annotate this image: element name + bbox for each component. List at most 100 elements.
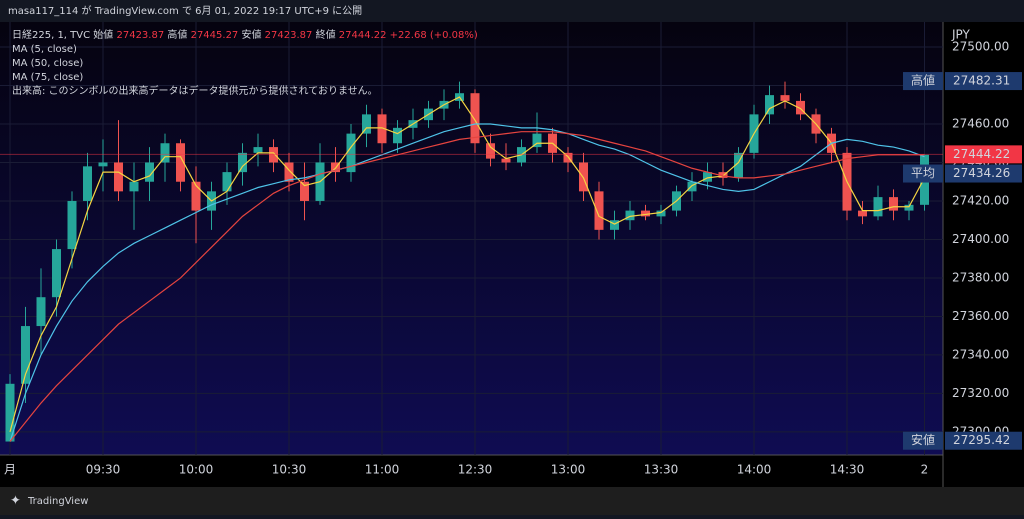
x-tick-label: 13:00 — [551, 463, 586, 477]
x-tick-label: 12:30 — [458, 463, 493, 477]
footer — [0, 487, 1024, 515]
time-axis — [0, 455, 943, 487]
price-tag — [945, 72, 1022, 91]
x-tick-label: 09:30 — [86, 463, 121, 477]
ma-line — [9, 131, 925, 442]
candle-body — [718, 172, 728, 178]
price-axis — [943, 22, 1024, 487]
candle-body — [703, 172, 712, 182]
legend-part: 27444.22 — [339, 30, 387, 41]
x-tick-label: 13:30 — [644, 463, 679, 477]
price-tag — [945, 164, 1022, 183]
logo: ✦ — [10, 494, 21, 509]
candle-body — [470, 93, 480, 144]
price-tag-value: 27295.42 — [953, 433, 1010, 447]
currency: JPY — [951, 28, 971, 42]
legend-part: 安値 — [241, 28, 261, 41]
legend-part: 高値 — [167, 28, 187, 41]
candle-body — [796, 100, 805, 115]
legend-part: 始値 — [93, 28, 113, 41]
price-tag-title — [903, 72, 943, 91]
y-tick-label: 27320.00 — [952, 386, 1009, 400]
candle-body — [532, 133, 542, 148]
y-tick-label: 27420.00 — [952, 193, 1009, 207]
candle-body — [393, 127, 402, 144]
candle-body — [238, 152, 247, 173]
brand: TradingView — [27, 496, 88, 507]
x-tick-label: 11:00 — [365, 463, 400, 477]
legend-entry: MA (75, close) — [12, 72, 83, 83]
candle-body — [904, 204, 914, 211]
candle-body — [253, 147, 263, 153]
ma-line — [9, 123, 925, 442]
candle-body — [625, 210, 635, 221]
y-tick-label: 27460.00 — [952, 116, 1009, 130]
candle-body — [362, 114, 371, 134]
price-tag-value: 27444.22 — [953, 147, 1010, 161]
legend-part: 27445.27 — [191, 30, 239, 41]
candle-body — [98, 162, 108, 167]
legend-entry: MA (50, close) — [12, 58, 83, 69]
candle-body — [160, 143, 170, 163]
y-tick-label: 27380.00 — [952, 270, 1009, 284]
x-tick-label: 14:30 — [830, 463, 865, 477]
candle-body — [765, 95, 774, 115]
price-tag-label: 平均 — [911, 166, 935, 180]
x-tick-label: 2 — [921, 463, 929, 477]
price-tag-title — [903, 431, 943, 450]
candle-body — [734, 152, 743, 178]
candle-body — [52, 249, 61, 298]
candle-body — [145, 162, 154, 182]
publisher: masa117_114 が TradingView.com で 6月 01, 2… — [8, 4, 362, 17]
candle-body — [501, 158, 511, 163]
ma-line — [9, 96, 926, 433]
candle-body — [176, 143, 185, 182]
price-tag-title — [903, 164, 943, 183]
x-tick-label: 10:00 — [179, 463, 214, 477]
y-tick-label: 27400.00 — [952, 232, 1009, 246]
candle-body — [83, 166, 92, 201]
legend-part: 27423.87 — [265, 30, 313, 41]
price-tag-value: 27482.31 — [953, 74, 1010, 88]
x-tick-label: 14:00 — [737, 463, 772, 477]
price-tag-label: 安値 — [911, 432, 935, 447]
candle-body — [191, 181, 201, 211]
candle-body — [687, 181, 697, 192]
legend-entry: MA (5, close) — [12, 44, 77, 55]
ohlc-legend: 日経225, 1, TVC 始値 27423.87 高値 27445.27 安値… — [12, 28, 478, 41]
candle-body — [641, 210, 650, 217]
candle-body — [780, 95, 790, 101]
legend-part: 27423.87 — [116, 30, 164, 41]
price-tag — [945, 431, 1022, 450]
price-tag — [945, 145, 1022, 164]
price-tag-label: 高値 — [911, 73, 935, 88]
candle-body — [36, 297, 46, 327]
price-tag-value: 27434.26 — [953, 166, 1010, 180]
candle-body — [486, 143, 495, 159]
legend-part: 終値 — [316, 28, 336, 41]
legend-part: +22.68 (+0.08%) — [390, 30, 478, 41]
y-tick-label: 27500.00 — [952, 40, 1009, 54]
candle-body — [346, 133, 356, 173]
candle-body — [284, 162, 294, 182]
candle-body — [129, 181, 139, 192]
x-tick-label: 月 — [4, 463, 16, 477]
candle-body — [67, 200, 77, 250]
candle-body — [889, 197, 898, 211]
candle-body — [610, 220, 619, 230]
candle-body — [594, 191, 604, 230]
top-bar — [0, 0, 1024, 22]
candle-body — [114, 162, 123, 192]
x-tick-label: 10:30 — [272, 463, 307, 477]
candle-body — [222, 172, 232, 192]
candle-body — [300, 181, 309, 201]
candle-body — [5, 383, 15, 442]
volume-note: 出来高: このシンボルの出来高データはデータ提供元から提供されておりません。 — [12, 84, 378, 97]
candle-body — [21, 326, 30, 384]
candle-body — [656, 210, 666, 217]
candle-body — [377, 114, 387, 144]
candle-body — [858, 210, 867, 217]
y-tick-label: 27340.00 — [952, 347, 1009, 361]
